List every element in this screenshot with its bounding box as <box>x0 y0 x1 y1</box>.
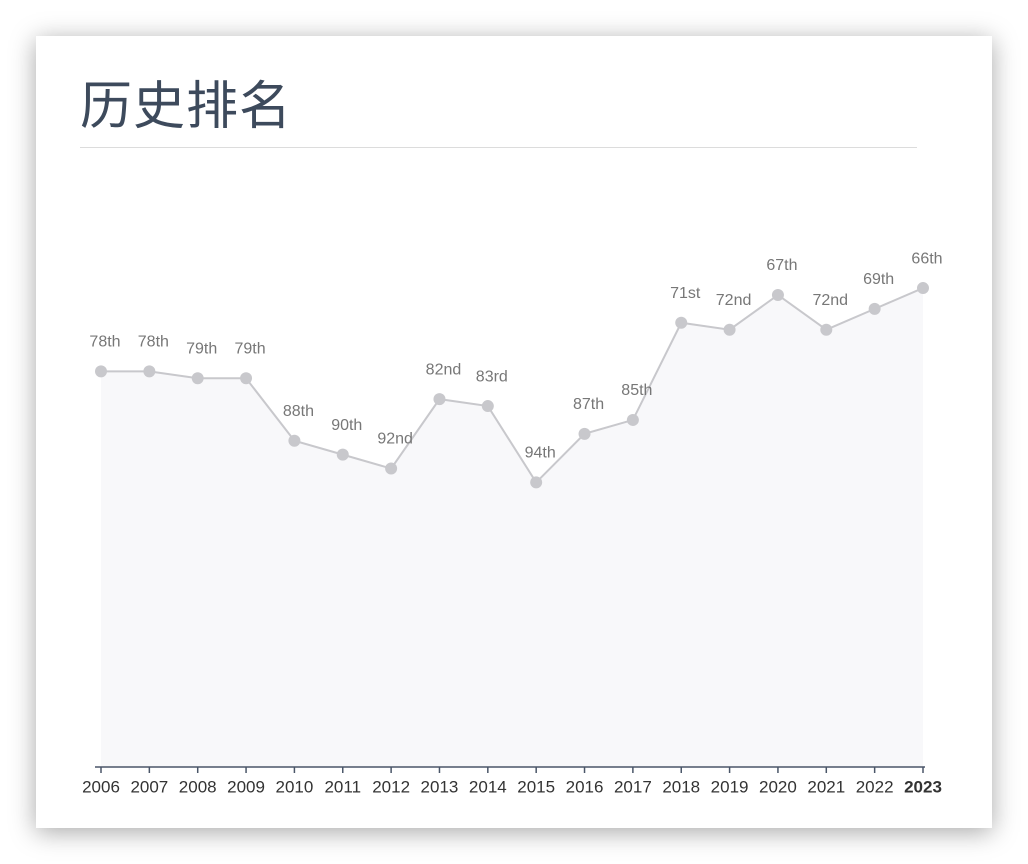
point <box>191 372 204 385</box>
data-label: 83rd <box>476 368 508 385</box>
x-tick-label: 2015 <box>517 777 555 796</box>
point <box>336 448 349 461</box>
data-label: 90th <box>331 417 362 434</box>
data-label: 67th <box>766 257 797 274</box>
data-label: 78th <box>89 334 120 351</box>
x-tick-label: 2021 <box>807 777 845 796</box>
x-tick-label: 2008 <box>179 777 217 796</box>
point <box>530 476 543 489</box>
data-label: 66th <box>911 250 942 267</box>
x-tick-label: 2010 <box>275 777 313 796</box>
x-tick-label: 2019 <box>711 777 749 796</box>
area <box>101 288 923 767</box>
point <box>771 289 784 301</box>
data-label: 72nd <box>812 292 848 309</box>
data-label: 82nd <box>426 361 462 378</box>
line <box>101 287 924 485</box>
x-tick-label: 2017 <box>614 777 652 796</box>
x-tick-label: 2012 <box>372 777 410 796</box>
chart-title: 历史排名 <box>80 78 293 136</box>
point <box>626 413 639 426</box>
point <box>95 365 107 378</box>
divider <box>80 147 917 148</box>
x-tick-label: 2018 <box>662 777 700 796</box>
data-label: 78th <box>138 334 169 351</box>
data-label: 79th <box>234 341 265 358</box>
data-label: 87th <box>573 396 604 413</box>
point <box>917 282 929 295</box>
data-label: 69th <box>863 271 894 288</box>
data-label: 92nd <box>377 431 413 448</box>
point <box>820 323 833 336</box>
x-tick-label: 2022 <box>856 777 894 796</box>
x-tick-label: 2007 <box>130 777 168 796</box>
point <box>385 462 398 475</box>
x-tick-label: 2006 <box>82 777 120 796</box>
x-tick-label: 2011 <box>324 777 361 796</box>
data-label: 79th <box>186 341 217 358</box>
data-label: 94th <box>525 445 556 462</box>
point <box>868 302 881 315</box>
point <box>578 427 591 440</box>
point <box>675 316 688 329</box>
data-label: 88th <box>283 403 314 420</box>
x-tick-label: 2009 <box>227 777 265 796</box>
x-tick-label: 2013 <box>421 777 459 796</box>
point <box>143 365 156 378</box>
point <box>433 393 446 406</box>
x-tick-label: 2016 <box>566 777 604 796</box>
data-label: 85th <box>621 382 652 399</box>
point <box>723 323 736 336</box>
x-tick-label: 2014 <box>469 777 507 796</box>
data-label: 71st <box>670 285 701 302</box>
point <box>288 434 301 447</box>
data-label: 72nd <box>716 292 752 309</box>
x-tick-label: 2023 <box>904 777 942 796</box>
x-tick-label: 2020 <box>759 777 797 796</box>
point <box>481 400 494 413</box>
point <box>240 372 253 385</box>
